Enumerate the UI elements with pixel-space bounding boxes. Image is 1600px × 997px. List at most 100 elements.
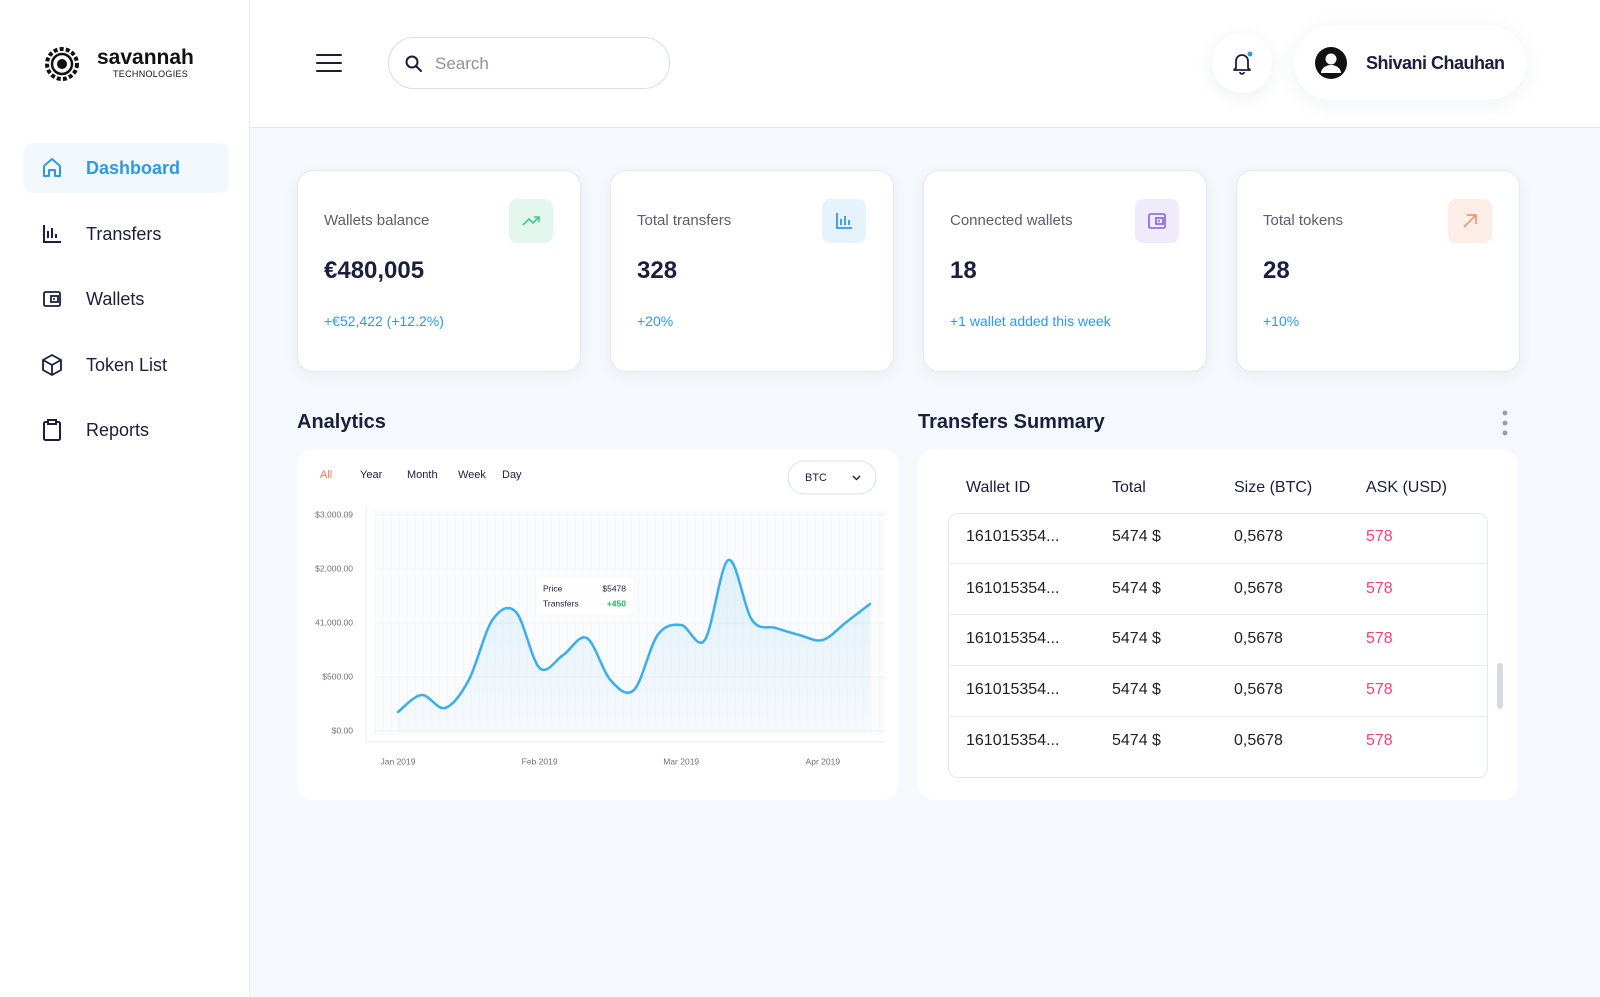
row-divider	[949, 664, 1487, 666]
transfers-card: Wallet ID Total Size (BTC) ASK (USD) 1610153…	[918, 449, 1518, 800]
search-box[interactable]: Search	[388, 37, 670, 89]
brand-tagline: TECHNOLOGIES	[113, 69, 189, 79]
filter-button[interactable]: Year	[360, 469, 383, 481]
stat-icon	[836, 213, 852, 229]
nav-icon-part	[47, 419, 57, 425]
menu-button[interactable]	[316, 52, 342, 74]
stat-icon-box	[509, 199, 553, 243]
stat-value: 28	[1263, 257, 1290, 284]
stat-label: Total tokens	[1263, 212, 1344, 229]
filter-button[interactable]: All	[320, 469, 332, 481]
table-cell: 161015354...	[966, 681, 1060, 698]
line	[396, 558, 872, 714]
nav-icon-part	[43, 158, 61, 177]
nav-icon	[43, 225, 61, 243]
nav-item[interactable]: Dashboard	[86, 158, 181, 178]
stat-card: Total transfers 328 +20%	[610, 170, 894, 372]
stat-icon-part	[836, 213, 852, 229]
stat-label: Connected wallets	[950, 212, 1073, 229]
stat-icon-part	[1148, 213, 1166, 229]
column-header: ASK (USD)	[1366, 479, 1447, 496]
analytics-card: All Year Month Week Day BTC $0.00 $500.00 41,000…	[297, 449, 899, 800]
tooltip	[537, 577, 633, 615]
nav-icon	[43, 419, 61, 441]
tooltip-value: $5478	[602, 583, 626, 593]
column-header: Size (BTC)	[1234, 479, 1313, 496]
table-cell: 578	[1366, 630, 1393, 647]
user-name: Shivani Chauhan	[1366, 53, 1505, 73]
row-divider	[949, 563, 1487, 564]
table-cell: 0,5678	[1234, 732, 1283, 749]
nav-item[interactable]: Reports	[86, 420, 150, 440]
stat-icon-part	[1158, 220, 1160, 222]
stat-icon	[1148, 213, 1166, 229]
nav-icon	[43, 291, 61, 307]
y-tick-label: $500.00	[322, 671, 353, 681]
nav-icon-part	[43, 291, 61, 307]
stat-card: Total tokens 28 +10%	[1236, 170, 1520, 372]
x-tick-label: Jan 2019	[381, 756, 416, 766]
table-cell: 0,5678	[1234, 580, 1283, 597]
nav-icon-part	[42, 354, 62, 376]
stat-change: +20%	[637, 313, 674, 329]
stat-card: Wallets balance €480,005 +€52,422 (+12.2%)	[297, 170, 581, 372]
bell-icon-part	[1233, 54, 1251, 71]
filter-button[interactable]: Month	[407, 469, 438, 481]
nav-item[interactable]: Wallets	[86, 289, 145, 309]
stat-icon-part	[522, 216, 540, 226]
search-icon	[405, 55, 422, 72]
avatar-part	[1325, 53, 1337, 65]
brand-name: savannah	[97, 46, 194, 69]
more-button-part	[1502, 410, 1508, 416]
table-cell: 578	[1366, 732, 1393, 749]
more-button-part	[1502, 420, 1508, 426]
row-divider	[949, 614, 1487, 615]
stat-icon	[1463, 214, 1477, 228]
y-tick-label: 41,000.00	[315, 617, 353, 627]
table-cell: 578	[1366, 681, 1393, 698]
stat-icon-part	[1463, 214, 1477, 228]
nav-icon-part	[43, 225, 61, 243]
more-button-part	[1502, 430, 1508, 436]
nav-item[interactable]: Token List	[86, 355, 168, 375]
y-tick-label: $0.00	[332, 725, 354, 735]
stat-label: Wallets balance	[324, 212, 430, 229]
table-cell: 5474 $	[1112, 528, 1161, 545]
currency-label: BTC	[805, 472, 827, 484]
more-button[interactable]	[1500, 409, 1510, 437]
table-cell: 5474 $	[1112, 681, 1161, 698]
y-tick-label: $3,000.09	[315, 509, 353, 519]
user-menu[interactable]: Shivani Chauhan	[1294, 26, 1526, 100]
notification-button[interactable]	[1212, 33, 1272, 93]
table-cell: 0,5678	[1234, 681, 1283, 698]
stat-change: +10%	[1263, 313, 1300, 329]
sidebar: savannah TECHNOLOGIES Dashboard Transfers…	[0, 0, 250, 997]
currency-select[interactable]	[787, 460, 877, 495]
search-icon-part	[415, 65, 422, 72]
x-tick-label: Apr 2019	[806, 756, 841, 766]
analytics-title: Analytics	[297, 411, 386, 433]
y-tick-label: $2,000.00	[315, 563, 353, 573]
tooltip-value: +450	[607, 598, 626, 608]
filter-button[interactable]: Day	[502, 469, 522, 481]
scrollbar[interactable]	[1497, 663, 1503, 709]
filter-button[interactable]: Week	[458, 469, 486, 481]
nav-icon-part	[53, 298, 55, 300]
avatar-part	[1321, 65, 1341, 73]
area-fill	[398, 559, 870, 731]
table-body	[948, 513, 1488, 778]
tooltip-label: Price	[543, 583, 563, 593]
stat-value: 18	[950, 257, 977, 284]
nav-icon	[43, 158, 61, 177]
nav-item[interactable]: Transfers	[86, 224, 162, 244]
avatar	[1315, 47, 1347, 79]
nav-active-bg	[23, 143, 229, 193]
bell-icon	[1233, 51, 1253, 75]
stat-value: €480,005	[324, 257, 425, 284]
stat-icon-box	[822, 199, 866, 243]
table-cell: 161015354...	[966, 630, 1060, 647]
nav-icon	[42, 354, 62, 376]
tooltip-label: Transfers	[543, 598, 579, 608]
